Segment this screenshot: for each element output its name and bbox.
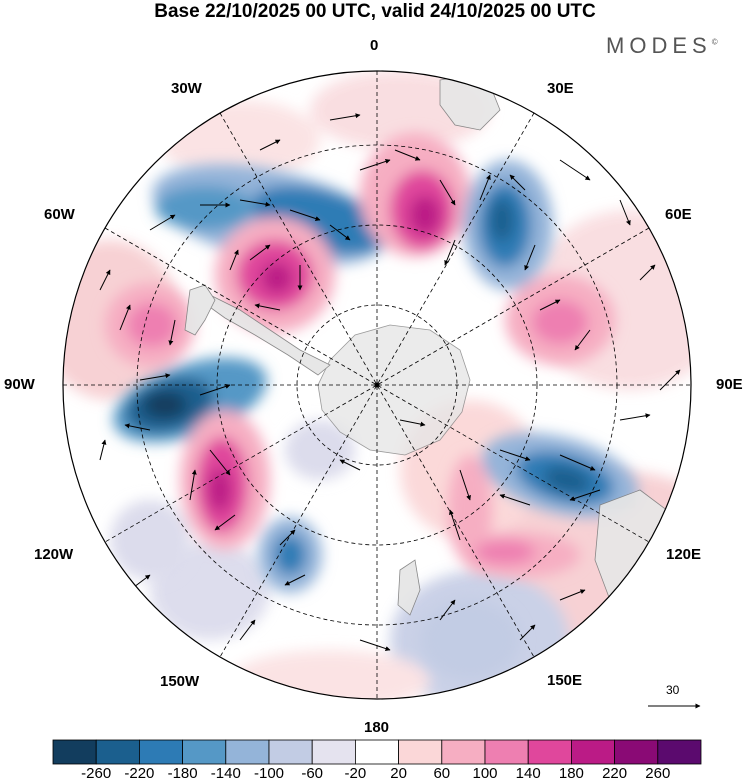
colorbar xyxy=(52,739,702,765)
colorbar-tick-label: 60 xyxy=(433,765,451,782)
colorbar-tick-label: -100 xyxy=(253,765,285,782)
colorbar-swatch xyxy=(95,739,140,765)
colorbar-tick-label: -180 xyxy=(167,765,198,782)
lon-label-90e: 90E xyxy=(716,376,743,393)
map-boundary xyxy=(62,70,692,700)
colorbar-swatch xyxy=(311,739,356,765)
copyright-mark: © xyxy=(711,37,718,47)
colorbar-swatch xyxy=(268,739,313,765)
colorbar-swatch xyxy=(657,739,702,765)
colorbar-swatch xyxy=(182,739,227,765)
lon-label-120w: 120W xyxy=(34,546,74,563)
colorbar-swatch xyxy=(614,739,659,765)
brand-name: MODES xyxy=(606,33,712,58)
map-title: Base 22/10/2025 00 UTC, valid 24/10/2025… xyxy=(154,1,596,22)
lon-label-30e: 30E xyxy=(547,80,574,97)
south-pole-marker xyxy=(374,382,380,388)
colorbar-tick-label: 180 xyxy=(558,765,584,782)
map-disk xyxy=(63,71,691,699)
reference-vector-value: 30 xyxy=(666,683,680,697)
colorbar-tick-label: 20 xyxy=(390,765,407,782)
lon-label-0: 0 xyxy=(370,37,379,54)
lon-label-150e: 150E xyxy=(547,672,583,689)
colorbar-tick-label: -140 xyxy=(210,765,241,782)
colorbar-swatch xyxy=(441,739,486,765)
colorbar-tick-label: -20 xyxy=(344,765,367,782)
lon-label-60e: 60E xyxy=(665,206,692,223)
lon-label-30w: 30W xyxy=(171,80,202,97)
colorbar-tick-label: 260 xyxy=(645,765,671,782)
colorbar-tick-label: -220 xyxy=(124,765,155,782)
modes-logo: MODES© xyxy=(606,33,718,59)
lon-label-150w: 150W xyxy=(160,673,200,690)
colorbar-swatch xyxy=(398,739,443,765)
lon-label-60w: 60W xyxy=(44,206,75,223)
colorbar-swatch xyxy=(138,739,183,765)
lon-label-90w: 90W xyxy=(4,376,35,393)
colorbar-swatch xyxy=(354,739,399,765)
colorbar-tick-label: -60 xyxy=(301,765,324,782)
colorbar-swatch xyxy=(225,739,270,765)
colorbar-swatch xyxy=(571,739,616,765)
colorbar-swatch xyxy=(52,739,97,765)
colorbar-tick-label: 140 xyxy=(515,765,541,782)
colorbar-swatch xyxy=(527,739,572,765)
colorbar-tick-label: 100 xyxy=(472,765,498,782)
colorbar-tick-label: -260 xyxy=(81,765,112,782)
colorbar-swatch xyxy=(484,739,529,765)
colorbar-tick-label: 220 xyxy=(602,765,628,782)
lon-label-180: 180 xyxy=(364,719,390,736)
graticule xyxy=(63,71,691,699)
lon-label-120e: 120E xyxy=(666,546,702,563)
wind-vectors xyxy=(99,113,681,651)
